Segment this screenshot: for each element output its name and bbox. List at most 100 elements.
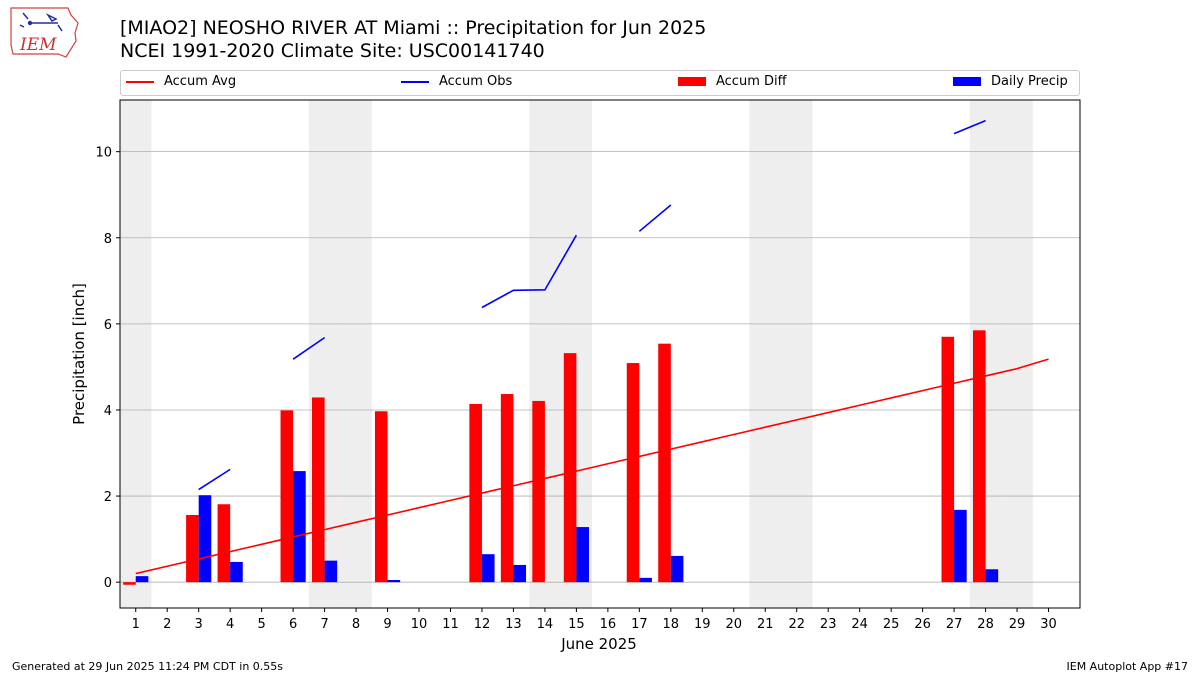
x-tick-label-4: 4	[226, 617, 234, 632]
x-tick-label-23: 23	[820, 617, 837, 632]
weekend-shade-day-29	[1001, 100, 1033, 608]
bar-daily-precip-day-18	[670, 555, 684, 583]
x-tick-label-16: 16	[600, 617, 617, 632]
x-tick-label-12: 12	[474, 617, 491, 632]
x-tick-label-19: 19	[694, 617, 711, 632]
legend-item-accum-avg: Accum Avg	[126, 74, 236, 89]
x-tick-label-14: 14	[537, 617, 554, 632]
y-tick-label-0: 0	[104, 576, 112, 591]
bar-daily-precip-day-6	[293, 471, 306, 583]
footer-generated-text: Generated at 29 Jun 2025 11:24 PM CDT in…	[12, 660, 284, 673]
bar-accum-diff-day-12	[469, 403, 482, 583]
bar-daily-precip-day-1	[135, 576, 149, 583]
bar-accum-diff-day-17	[626, 363, 640, 583]
bar-accum-diff-day-9	[374, 411, 388, 583]
x-tick-label-13: 13	[505, 617, 522, 632]
x-tick-label-30: 30	[1040, 617, 1057, 632]
bar-accum-diff-day-3	[186, 515, 199, 583]
bar-daily-precip-day-27	[954, 509, 967, 583]
bar-daily-precip-day-17	[639, 577, 652, 583]
x-tick-label-1: 1	[132, 617, 140, 632]
y-tick-label-6: 6	[104, 318, 112, 333]
bar-daily-precip-day-28	[985, 569, 999, 583]
x-tick-label-3: 3	[195, 617, 203, 632]
x-tick-label-28: 28	[977, 617, 994, 632]
legend-swatch-accum-diff	[678, 77, 706, 86]
line-accum-obs-segment-4	[638, 204, 672, 232]
legend-item-daily-precip: Daily Precip	[953, 74, 1068, 89]
y-axis-label: Precipitation [inch]	[70, 283, 88, 425]
bar-daily-precip-day-9	[387, 580, 401, 583]
y-tick-label-8: 8	[104, 232, 112, 247]
chart-legend: Accum Avg Accum Obs Accum Diff Daily Pre…	[120, 70, 1080, 96]
bar-daily-precip-day-13	[513, 564, 527, 583]
weekend-shade-day-22	[780, 100, 813, 608]
line-accum-avg	[135, 358, 1049, 575]
legend-item-accum-diff: Accum Diff	[678, 74, 787, 89]
x-tick-label-9: 9	[383, 617, 391, 632]
x-tick-label-5: 5	[257, 617, 265, 632]
legend-label-daily-precip: Daily Precip	[991, 74, 1068, 89]
chart-subtitle: NCEI 1991-2020 Climate Site: USC00141740	[120, 40, 545, 62]
legend-swatch-accum-obs	[401, 80, 429, 83]
bar-accum-diff-day-28	[972, 330, 986, 583]
x-tick-label-15: 15	[568, 617, 585, 632]
x-tick-label-29: 29	[1009, 617, 1026, 632]
iowa-state-outline-icon	[10, 7, 79, 58]
plot-frame	[119, 99, 1081, 609]
x-tick-label-17: 17	[631, 617, 648, 632]
bar-daily-precip-day-12	[481, 554, 495, 583]
bar-accum-diff-day-18	[658, 343, 671, 583]
x-tick-label-10: 10	[411, 617, 428, 632]
series-lines	[135, 119, 1049, 575]
bar-daily-precip-day-3	[198, 495, 212, 583]
x-axis-label: June 2025	[560, 635, 637, 653]
x-tick-label-20: 20	[725, 617, 742, 632]
legend-label-accum-diff: Accum Diff	[716, 74, 787, 89]
gridlines	[120, 151, 1080, 583]
legend-label-accum-avg: Accum Avg	[164, 74, 237, 89]
legend-swatch-accum-avg	[126, 80, 154, 83]
bar-accum-diff-day-4	[217, 504, 231, 583]
x-tick-label-2: 2	[163, 617, 171, 632]
x-tick-label-11: 11	[442, 617, 459, 632]
bar-daily-precip-day-4	[230, 561, 243, 583]
logo-text: IEM	[19, 35, 57, 55]
y-tick-label-4: 4	[104, 404, 112, 419]
station-dot-icon	[27, 20, 33, 26]
bar-accum-diff-day-7	[312, 397, 325, 583]
weather-symbols-icon	[19, 12, 63, 32]
y-tick-label-2: 2	[104, 490, 112, 505]
weekend-shade-day-21	[749, 100, 781, 608]
weekend-shade-day-8	[340, 100, 372, 608]
legend-item-accum-obs: Accum Obs	[401, 74, 512, 89]
x-tick-label-6: 6	[289, 617, 297, 632]
x-tick-label-24: 24	[851, 617, 868, 632]
line-accum-obs-segment-3	[481, 234, 578, 309]
bar-accum-diff-day-27	[941, 336, 955, 583]
bar-accum-diff-day-15	[563, 353, 577, 583]
bar-accum-diff-day-1	[123, 582, 136, 585]
x-tick-label-7: 7	[320, 617, 328, 632]
chart-title: [MIAO2] NEOSHO RIVER AT Miami :: Precipi…	[120, 17, 707, 39]
bar-daily-precip-day-15	[576, 527, 589, 583]
line-accum-obs-segment-5	[953, 119, 986, 135]
line-accum-obs-segment-1	[198, 468, 231, 491]
legend-swatch-daily-precip	[953, 77, 981, 86]
x-tick-label-22: 22	[788, 617, 805, 632]
x-tick-label-25: 25	[883, 617, 900, 632]
iem-logo: IEM	[10, 7, 79, 58]
footer-app-text: IEM Autoplot App #17	[1066, 660, 1189, 673]
x-tick-label-26: 26	[914, 617, 931, 632]
x-tick-label-8: 8	[352, 617, 360, 632]
x-tick-label-21: 21	[757, 617, 774, 632]
bars	[123, 330, 999, 585]
legend-label-accum-obs: Accum Obs	[439, 74, 513, 89]
x-tick-label-18: 18	[663, 617, 680, 632]
line-accum-obs-segment-2	[292, 336, 326, 360]
weekend-shade-day-1	[120, 100, 152, 608]
y-tick-label-10: 10	[95, 146, 112, 161]
bar-accum-diff-day-14	[532, 400, 545, 583]
